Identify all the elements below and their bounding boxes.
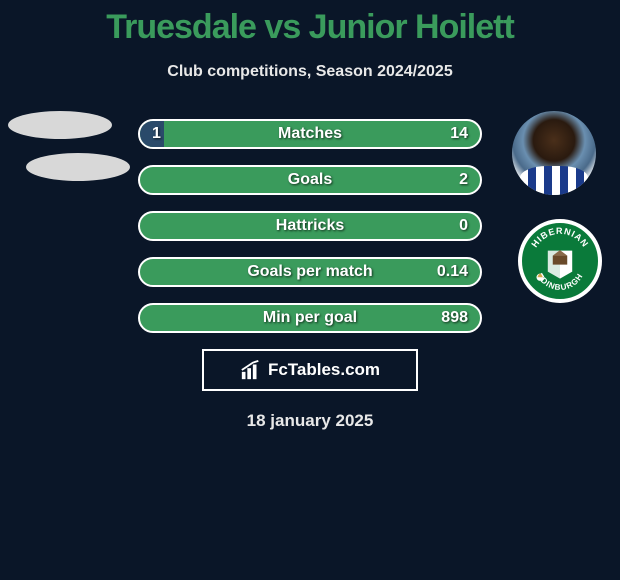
brand-text: FcTables.com bbox=[268, 360, 380, 380]
brand-box: FcTables.com bbox=[202, 349, 418, 391]
stat-label: Min per goal bbox=[263, 309, 357, 327]
stat-bar: Min per goal 898 bbox=[138, 303, 482, 333]
stat-bar: Hattricks 0 bbox=[138, 211, 482, 241]
player-avatar bbox=[512, 111, 596, 195]
right-avatars: HIBERNIAN EDINBURGH bbox=[512, 111, 602, 303]
stat-label: Goals per match bbox=[247, 263, 372, 281]
stat-bars: 1 Matches 14 Goals 2 Hattricks 0 Goals p… bbox=[138, 119, 482, 333]
subtitle: Club competitions, Season 2024/2025 bbox=[0, 63, 620, 81]
stat-right-value: 898 bbox=[441, 309, 468, 327]
stat-bar: Goals 2 bbox=[138, 165, 482, 195]
stat-right-value: 2 bbox=[459, 171, 468, 189]
stat-bar: Goals per match 0.14 bbox=[138, 257, 482, 287]
stat-bar: 1 Matches 14 bbox=[138, 119, 482, 149]
stat-left-value: 1 bbox=[152, 125, 161, 143]
date-text: 18 january 2025 bbox=[0, 411, 620, 431]
club-badge: HIBERNIAN EDINBURGH bbox=[518, 219, 602, 303]
stat-right-value: 0 bbox=[459, 217, 468, 235]
left-avatars bbox=[8, 111, 130, 181]
comparison-content: HIBERNIAN EDINBURGH 1 Matches bbox=[0, 119, 620, 431]
stat-label: Matches bbox=[278, 125, 342, 143]
stat-label: Goals bbox=[288, 171, 332, 189]
stat-right-value: 14 bbox=[450, 125, 468, 143]
player-avatar-placeholder bbox=[8, 111, 112, 139]
chart-icon bbox=[240, 359, 262, 381]
page-title: Truesdale vs Junior Hoilett bbox=[0, 0, 620, 47]
stat-label: Hattricks bbox=[276, 217, 344, 235]
club-badge-placeholder bbox=[26, 153, 130, 181]
stat-right-value: 0.14 bbox=[437, 263, 468, 281]
